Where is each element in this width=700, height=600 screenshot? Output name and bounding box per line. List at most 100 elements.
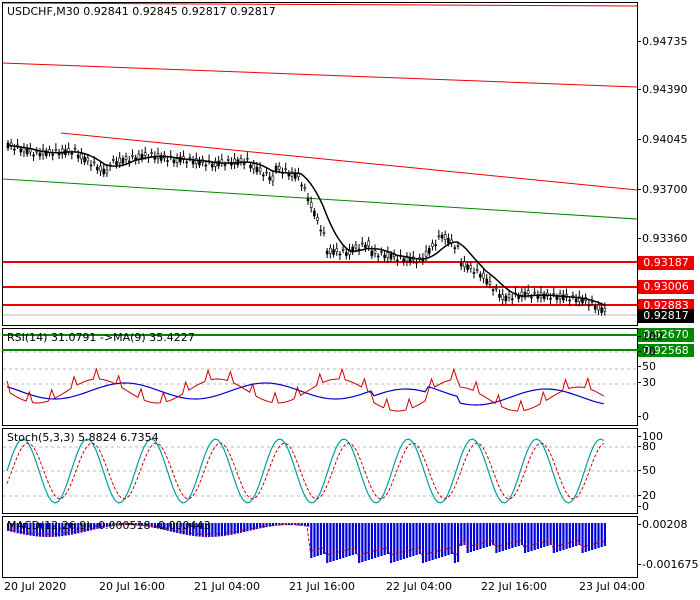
macd-bar (374, 523, 377, 558)
candle-body (284, 168, 287, 171)
candle-body (121, 158, 125, 164)
candle-body (510, 298, 514, 301)
candle-body (309, 202, 313, 208)
price-tick: 0.93360 (638, 232, 688, 245)
macd-bar (479, 523, 482, 549)
candle-body (80, 153, 83, 160)
candle-body (96, 166, 99, 171)
stochastic-pane[interactable]: Stoch(5,3,3) 5.8824 6.7354 (2, 428, 638, 514)
candle-body (354, 244, 358, 249)
candle-body (204, 164, 208, 167)
time-axis[interactable]: 20 Jul 2020 20 Jul 16:00 21 Jul 04:00 21… (2, 576, 645, 600)
candle-body (67, 148, 70, 152)
macd-bar (444, 523, 447, 556)
macd-chart (6, 523, 606, 563)
macd-bar (530, 523, 533, 551)
candle-body (475, 269, 479, 271)
price-tick: 0.94735 (638, 35, 688, 48)
macd-bar (217, 523, 220, 537)
candle-body (364, 244, 367, 249)
macd-pane[interactable]: MACD(12,26,9) -0.000518 -0.000443 (2, 516, 638, 578)
macd-bar (51, 523, 54, 537)
candle-body (249, 164, 252, 169)
candle-body (332, 249, 335, 255)
macd-bar (83, 523, 86, 532)
candle-body (603, 308, 607, 312)
candle-body (463, 261, 466, 268)
macd-bar (335, 523, 338, 560)
macd-bar (255, 523, 259, 530)
candle-body (488, 281, 492, 285)
price-chart-pane[interactable]: USDCHF,M30 0.92841 0.92845 0.92817 0.928… (2, 2, 638, 326)
candle-body (105, 169, 109, 174)
rsi-tick: 100 (638, 330, 663, 343)
macd-bar (128, 523, 131, 526)
macd-bar (562, 523, 565, 550)
candle-body (89, 164, 93, 167)
macd-tick: -0.001675 (637, 558, 699, 571)
stochastic-chart (3, 438, 637, 504)
candle-body (549, 297, 552, 300)
macd-bar (358, 523, 361, 563)
price-axis[interactable]: 0.94735 0.94390 0.94045 0.93700 0.93360 … (638, 2, 700, 324)
macd-bar (485, 523, 488, 547)
candle-body (574, 298, 578, 303)
candle-body (60, 148, 64, 155)
macd-bar (201, 523, 204, 537)
macd-bar (227, 523, 230, 536)
candle-body (118, 157, 122, 164)
macd-bar (259, 523, 262, 529)
candle-body (137, 153, 141, 160)
macd-bar (70, 523, 74, 535)
macd-bar (329, 523, 332, 562)
rsi-chart (3, 351, 637, 412)
stoch-tick: 100 (638, 430, 663, 443)
macd-bar (74, 523, 77, 534)
candle-body (293, 173, 297, 179)
macd-bar (77, 523, 80, 534)
rsi-ma-line (6, 382, 604, 406)
macd-bar (434, 523, 437, 559)
candle-body (587, 304, 591, 307)
candle-body (482, 272, 485, 279)
macd-bar (204, 523, 208, 537)
macd-bar (275, 523, 278, 526)
macd-bar (265, 523, 268, 528)
macd-bar (482, 523, 485, 548)
macd-bar (179, 523, 182, 534)
macd-bar (131, 523, 134, 526)
macd-bar (96, 523, 99, 529)
macd-bar (169, 523, 172, 532)
candle-body (431, 243, 434, 247)
candle-body (297, 173, 300, 178)
candle-body (367, 240, 370, 247)
macd-bar (418, 523, 421, 554)
time-tick: 23 Jul 04:00 (579, 580, 645, 593)
macd-bar (86, 523, 89, 532)
macd-bar (252, 523, 255, 530)
macd-bar (246, 523, 249, 532)
candle-body (150, 152, 153, 154)
macd-bar (58, 523, 61, 537)
macd-axis: 0.00208 -0.001675 (637, 516, 700, 576)
stoch-tick: 0 (638, 500, 649, 513)
candle-body (265, 171, 268, 174)
macd-bar (208, 523, 211, 537)
macd-bar (121, 523, 125, 526)
rsi-pane[interactable]: RSI(14) 31.0791 ->MA(9) 35.4227 (2, 328, 638, 426)
macd-bar (524, 523, 527, 553)
macd-bar (536, 523, 539, 549)
candle-body (469, 265, 473, 269)
candle-body (54, 148, 58, 151)
macd-bar (198, 523, 201, 537)
macd-bar (351, 523, 354, 555)
chart-title: USDCHF,M30 0.92841 0.92845 0.92817 0.928… (7, 5, 276, 18)
price-tick: 0.94390 (638, 83, 688, 96)
macd-bar (568, 523, 571, 548)
macd-bar (291, 523, 294, 526)
moving-average-line (6, 144, 605, 306)
rsi-tick: 30 (638, 376, 656, 389)
candle-body (341, 248, 345, 251)
macd-bar (7, 523, 10, 531)
macd-bar (597, 523, 600, 548)
